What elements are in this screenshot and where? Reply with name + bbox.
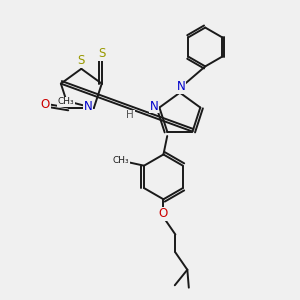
Text: S: S: [78, 54, 85, 67]
Text: H: H: [126, 110, 134, 120]
Text: CH₃: CH₃: [58, 97, 74, 106]
Text: O: O: [159, 207, 168, 220]
Text: O: O: [41, 98, 50, 111]
Text: N: N: [84, 100, 92, 113]
Text: CH₃: CH₃: [113, 156, 129, 165]
Text: S: S: [98, 47, 106, 60]
Text: N: N: [150, 100, 158, 112]
Text: N: N: [176, 80, 185, 93]
